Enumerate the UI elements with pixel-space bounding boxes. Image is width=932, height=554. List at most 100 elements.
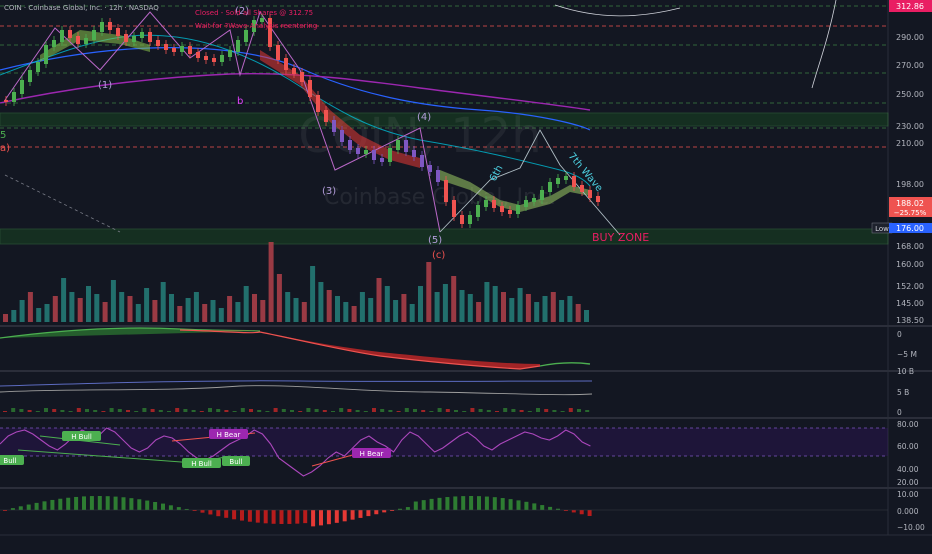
candle-body: [324, 110, 328, 122]
candle-body: [420, 155, 424, 167]
oscillator-bar: [311, 510, 316, 527]
indicator-bar: [404, 408, 409, 412]
rsi-band: [0, 428, 888, 456]
price-axis-label: 152.00: [896, 282, 924, 291]
buy-zone-box[interactable]: [0, 228, 889, 245]
indicator-axis-label: −5 M: [897, 350, 917, 359]
candle-body: [484, 200, 488, 207]
candle-body: [124, 34, 128, 42]
candlestick-series[interactable]: [4, 14, 600, 228]
indicator-bar: [273, 408, 278, 412]
candle-body: [276, 45, 280, 60]
last-price-badge: [889, 197, 932, 217]
candle-body: [572, 176, 576, 187]
oscillator-bar: [437, 497, 442, 510]
oscillator-bar: [105, 496, 110, 510]
price-axis-label: 145.00: [896, 299, 924, 308]
volume-bar: [227, 296, 233, 322]
oscillator-bar: [161, 503, 165, 510]
candle-body: [548, 182, 552, 192]
volume-bar: [318, 282, 324, 322]
candle-body: [268, 18, 272, 47]
candle-body: [500, 206, 504, 212]
candle-body: [140, 32, 144, 38]
oscillator-bar: [587, 510, 592, 516]
volume-bar: [376, 278, 382, 322]
volume-bar: [517, 288, 523, 322]
volume-bar: [418, 286, 423, 322]
chart-background: [0, 0, 888, 550]
oscillator-bar: [461, 496, 466, 510]
candle-body: [588, 190, 592, 198]
oscillator-bar: [445, 497, 450, 510]
oscillator-bar: [121, 497, 126, 510]
volume-bar: [484, 282, 490, 322]
rsi-tag: [352, 448, 391, 458]
symbol-header[interactable]: COIN · Coinbase Global, Inc. · 12h · NAS…: [4, 4, 159, 12]
candle-body: [300, 72, 304, 82]
indicator-bar: [462, 411, 467, 412]
candle-body: [532, 198, 536, 202]
price-axis[interactable]: 290.00 270.00 250.00 230.00 210.00 198.00 176.…: [896, 33, 925, 532]
oscillator-bar: [326, 510, 331, 525]
indicator-bar: [306, 408, 311, 412]
candle-body: [284, 58, 288, 70]
volume-series: [3, 242, 589, 322]
indicator-bar: [331, 411, 335, 412]
oscillator-bar: [200, 510, 205, 513]
rsi-tag-text: Bull: [229, 458, 242, 466]
oscillator-bar: [342, 510, 347, 522]
rsi-tag: [209, 429, 248, 439]
candle-body: [52, 40, 56, 47]
indicator-bar: [560, 411, 565, 412]
indicator-bar: [519, 410, 524, 412]
indicator-bar: [117, 409, 122, 412]
wave-label: (c): [432, 250, 445, 261]
volume-bar: [550, 292, 556, 322]
indicator-bar: [19, 409, 24, 412]
candle-body: [156, 40, 160, 46]
ma-line-blue: [0, 47, 591, 131]
oscillator-bar: [145, 500, 150, 510]
rsi-tag-text: H Bear: [360, 450, 384, 458]
indicator-bar: [134, 411, 139, 412]
indicator-bar: [216, 409, 221, 412]
candle-body: [60, 30, 64, 42]
candle-body: [84, 38, 88, 44]
candle-body: [580, 185, 584, 192]
low-tag-text: Low: [875, 225, 889, 233]
indicator-bar: [363, 411, 368, 412]
oscillator-bar: [469, 496, 474, 510]
oscillator-bar: [113, 496, 118, 510]
indicator-axis-label: 10 B: [897, 367, 914, 376]
price-axis-label: 230.00: [896, 122, 924, 131]
volume-bar: [110, 280, 116, 322]
indicator-bar: [249, 409, 253, 412]
volume-bar: [19, 300, 25, 322]
oscillator-bar: [366, 510, 371, 517]
volume-bar: [285, 292, 291, 322]
rsi-tag-text: H Bull: [191, 460, 212, 468]
candle-body: [396, 140, 400, 150]
candle-body: [4, 100, 8, 102]
indicator-axis-label: 5 B: [897, 388, 909, 397]
indicator-bar: [388, 410, 393, 412]
oscillator-bar: [398, 508, 402, 510]
candle-body: [508, 210, 512, 214]
volume-bar: [243, 286, 249, 322]
oscillator-bar: [571, 510, 576, 513]
indicator-histogram: [3, 408, 590, 412]
flow-negative-area: [180, 330, 540, 369]
indicator-bar: [298, 411, 303, 412]
oscillator-bar: [168, 505, 173, 510]
volume-bar: [335, 296, 340, 322]
oscillator-bar: [58, 498, 63, 510]
flow-line-recovery: [539, 361, 591, 367]
indicator-bar: [396, 411, 401, 412]
oscillator-bar: [524, 501, 529, 510]
candle-body: [44, 45, 48, 64]
closed-note: Closed - Sold all Shares @ 312.75: [195, 9, 313, 17]
candle-body: [100, 22, 104, 32]
